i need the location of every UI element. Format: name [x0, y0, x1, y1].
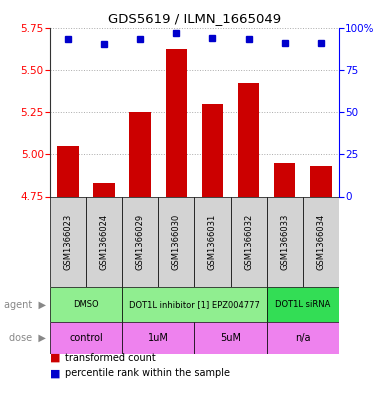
- Bar: [238, 83, 259, 196]
- Bar: [158, 196, 194, 287]
- Text: 5uM: 5uM: [220, 333, 241, 343]
- Bar: [129, 112, 151, 196]
- Bar: [310, 166, 331, 196]
- Bar: [57, 146, 79, 196]
- Text: 1uM: 1uM: [148, 333, 169, 343]
- Bar: [231, 196, 266, 287]
- Text: DOT1L siRNA: DOT1L siRNA: [275, 300, 330, 309]
- Text: GSM1366024: GSM1366024: [100, 214, 109, 270]
- Bar: [166, 50, 187, 196]
- Bar: [202, 104, 223, 196]
- Text: GSM1366029: GSM1366029: [136, 214, 145, 270]
- Text: agent  ▶: agent ▶: [4, 299, 46, 310]
- Text: n/a: n/a: [295, 333, 310, 343]
- Bar: [50, 287, 122, 322]
- Bar: [122, 322, 194, 354]
- Bar: [194, 322, 266, 354]
- Text: DMSO: DMSO: [73, 300, 99, 309]
- Bar: [194, 196, 231, 287]
- Text: ■: ■: [50, 368, 60, 378]
- Text: ■: ■: [50, 353, 60, 363]
- Bar: [274, 163, 296, 196]
- Text: GSM1366030: GSM1366030: [172, 213, 181, 270]
- Title: GDS5619 / ILMN_1665049: GDS5619 / ILMN_1665049: [108, 12, 281, 25]
- Bar: [50, 196, 86, 287]
- Bar: [303, 196, 339, 287]
- Bar: [266, 196, 303, 287]
- Text: GSM1366032: GSM1366032: [244, 213, 253, 270]
- Text: DOT1L inhibitor [1] EPZ004777: DOT1L inhibitor [1] EPZ004777: [129, 300, 260, 309]
- Bar: [266, 322, 339, 354]
- Text: GSM1366031: GSM1366031: [208, 213, 217, 270]
- Bar: [50, 322, 122, 354]
- Text: dose  ▶: dose ▶: [9, 333, 46, 343]
- Text: GSM1366023: GSM1366023: [64, 213, 73, 270]
- Text: GSM1366033: GSM1366033: [280, 213, 289, 270]
- Bar: [122, 196, 158, 287]
- Bar: [86, 196, 122, 287]
- Bar: [266, 287, 339, 322]
- Bar: [94, 183, 115, 196]
- Text: control: control: [69, 333, 103, 343]
- Text: transformed count: transformed count: [65, 353, 156, 363]
- Text: percentile rank within the sample: percentile rank within the sample: [65, 368, 231, 378]
- Text: GSM1366034: GSM1366034: [316, 213, 325, 270]
- Bar: [122, 287, 266, 322]
